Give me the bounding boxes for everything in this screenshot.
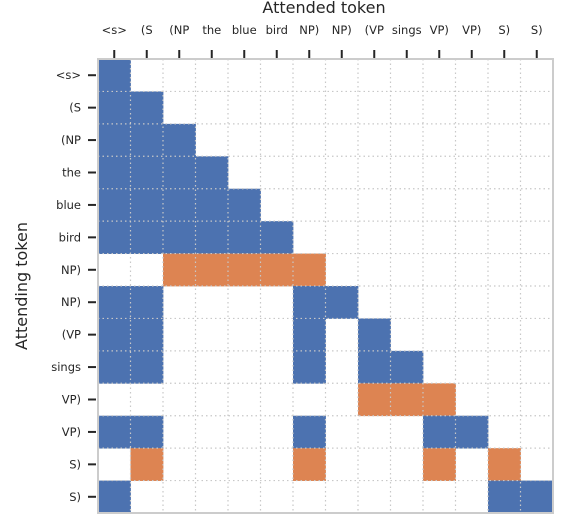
heatmap-cell-r13-c12-blue: [488, 480, 521, 514]
x-tick-label: sings: [392, 23, 422, 37]
y-tick-label: sings: [51, 360, 81, 374]
x-tick-label: the: [202, 23, 221, 37]
heatmap-cell-r7-c6-blue: [293, 286, 326, 319]
y-tick-label: NP): [61, 263, 81, 277]
heatmap-cell-r10-c8-orange: [358, 383, 391, 417]
x-tick-label: S): [531, 23, 543, 37]
y-axis-title: Attending token: [12, 222, 31, 350]
y-tick-label: VP): [62, 425, 81, 439]
plot-frame: [97, 58, 554, 514]
y-tick-label: S): [69, 457, 81, 471]
y-tick-label: NP): [61, 295, 81, 309]
x-tick-label: NP): [299, 23, 319, 37]
heatmap-cell-r3-c1-blue: [130, 156, 164, 190]
heatmap-cell-r6-c6-orange: [293, 253, 326, 287]
heatmap-cell-r11-c0-blue: [98, 415, 131, 449]
heatmap-cell-r11-c10-blue: [423, 415, 456, 449]
heatmap-cell-r3-c0-blue: [98, 156, 131, 190]
heatmap-cell-r4-c2-blue: [163, 188, 196, 222]
heatmap-cell-r4-c4-blue: [228, 188, 261, 222]
heatmap-cell-r9-c0-blue: [98, 350, 131, 384]
heatmap-cell-r1-c0-blue: [98, 91, 131, 125]
y-tick-label: (NP: [61, 133, 81, 147]
heatmap-cell-r12-c6-orange: [293, 448, 326, 481]
heatmap-cell-r4-c0-blue: [98, 188, 131, 222]
heatmap-cell-r13-c13-blue: [520, 480, 554, 514]
y-axis-ticks: <s> (S (NP the blue bird NP) NP) (VP sings VP) VP) S…: [51, 68, 96, 504]
y-tick-label: S): [69, 490, 81, 504]
grid-lines: [98, 59, 553, 513]
x-tick-label: (VP: [365, 23, 384, 37]
heatmap-cell-r11-c11-blue: [455, 415, 489, 449]
heatmap-cell-r9-c1-blue: [130, 350, 164, 384]
heatmap-cell-r2-c2-blue: [163, 123, 196, 157]
heatmap-cell-r3-c3-blue: [195, 156, 229, 190]
y-tick-label: (VP: [62, 328, 81, 342]
heatmap-cell-r6-c4-orange: [228, 253, 261, 287]
heatmap-cell-r9-c6-blue: [293, 350, 326, 384]
x-tick-label: (S: [141, 23, 153, 37]
heatmap-cell-r5-c3-blue: [195, 221, 229, 254]
x-tick-label: <s>: [102, 23, 127, 37]
heatmap-cell-r11-c6-blue: [293, 415, 326, 449]
heatmap-cell-r0-c0-blue: [98, 59, 131, 92]
heatmap-cell-r12-c12-orange: [488, 448, 521, 481]
heatmap-cell-r6-c3-orange: [195, 253, 229, 287]
x-tick-label: (NP: [169, 23, 189, 37]
heatmap-cell-r7-c1-blue: [130, 286, 164, 319]
heatmap-cell-r7-c7-blue: [325, 286, 359, 319]
heatmap-cell-r3-c2-blue: [163, 156, 196, 190]
heatmap-cell-r10-c9-orange: [390, 383, 424, 417]
heatmap-cell-r8-c6-blue: [293, 318, 326, 352]
heatmap-cell-r5-c2-blue: [163, 221, 196, 254]
heatmap-cell-r8-c8-blue: [358, 318, 391, 352]
heatmap-cell-r13-c0-blue: [98, 480, 131, 514]
x-axis-title: Attended token: [262, 0, 385, 17]
y-tick-label: (S: [69, 101, 81, 115]
heatmap-cell-r2-c1-blue: [130, 123, 164, 157]
heatmap-cell-r6-c5-orange: [260, 253, 294, 287]
heatmap-cell-r5-c5-blue: [260, 221, 294, 254]
x-tick-label: bird: [266, 23, 288, 37]
heatmap-cell-r7-c0-blue: [98, 286, 131, 319]
x-tick-label: blue: [232, 23, 257, 37]
heatmap-cells: [98, 59, 554, 514]
heatmap-cell-r9-c9-blue: [390, 350, 424, 384]
heatmap-cell-r5-c1-blue: [130, 221, 164, 254]
x-tick-label: VP): [430, 23, 449, 37]
heatmap-cell-r12-c10-orange: [423, 448, 456, 481]
heatmap-cell-r4-c3-blue: [195, 188, 229, 222]
x-tick-label: VP): [462, 23, 481, 37]
heatmap-cell-r4-c1-blue: [130, 188, 164, 222]
y-tick-label: <s>: [56, 68, 81, 82]
heatmap-cell-r6-c2-orange: [163, 253, 196, 287]
heatmap-cell-r8-c0-blue: [98, 318, 131, 352]
x-axis-ticks: <s> (S (NP the blue bird NP) NP) (VP sings VP) VP) S…: [102, 23, 543, 58]
heatmap-cell-r9-c8-blue: [358, 350, 391, 384]
x-tick-label: NP): [332, 23, 352, 37]
heatmap-cell-r1-c1-blue: [130, 91, 164, 125]
y-tick-label: bird: [59, 230, 81, 244]
heatmap-cell-r10-c10-orange: [423, 383, 456, 417]
y-tick-label: VP): [62, 393, 81, 407]
heatmap-cell-r8-c1-blue: [130, 318, 164, 352]
heatmap-cell-r5-c0-blue: [98, 221, 131, 254]
heatmap-cell-r12-c1-orange: [130, 448, 164, 481]
y-tick-label: blue: [56, 198, 81, 212]
heatmap-cell-r2-c0-blue: [98, 123, 131, 157]
heatmap-cell-r11-c1-blue: [130, 415, 164, 449]
y-tick-label: the: [62, 166, 81, 180]
heatmap-cell-r5-c4-blue: [228, 221, 261, 254]
x-tick-label: S): [498, 23, 510, 37]
